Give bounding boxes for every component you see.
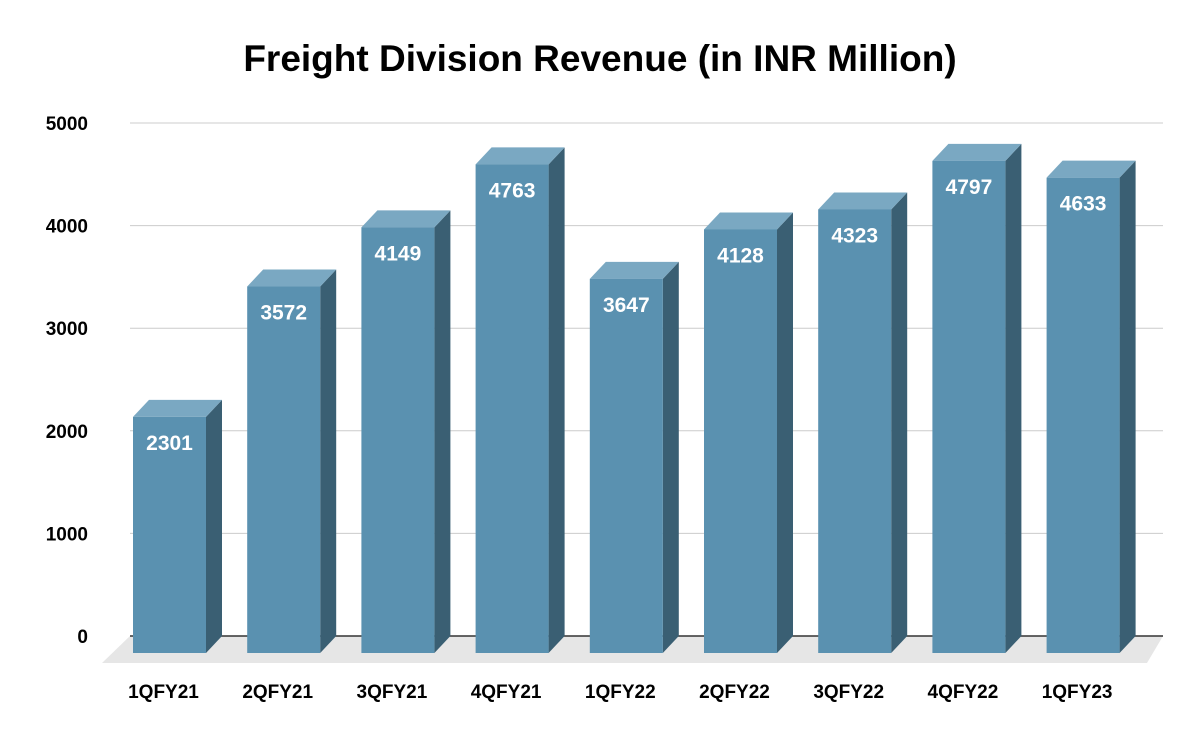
data-label: 3572 [260, 302, 307, 325]
bar-top [932, 143, 1022, 161]
bar-side [206, 399, 222, 653]
bar-top [247, 269, 337, 287]
bar-top [589, 261, 679, 279]
bar [475, 164, 549, 653]
chart-title: Freight Division Revenue (in INR Million… [243, 38, 957, 79]
bar-side [1119, 160, 1136, 653]
data-label: 4128 [717, 244, 764, 267]
bar-side [662, 261, 679, 653]
bar [1046, 177, 1120, 653]
x-tick-label: 3QFY22 [813, 682, 884, 703]
bar [932, 160, 1006, 653]
bar [818, 209, 892, 653]
y-tick-label: 3000 [46, 319, 88, 340]
data-label: 4323 [831, 224, 878, 247]
bar [133, 416, 206, 653]
bar-top [1046, 160, 1136, 178]
data-label: 2301 [146, 432, 193, 455]
bars: 2301 3572 4149 4763 3647 4128 4323 4797 4633 [133, 143, 1136, 653]
data-label: 4797 [946, 176, 993, 199]
bar-group: 2301 [133, 399, 222, 653]
bar-top [133, 399, 222, 417]
bar-group: 4149 [361, 210, 451, 653]
bar-group: 3572 [247, 269, 337, 653]
bar-top [704, 212, 793, 230]
bar [361, 227, 435, 653]
y-tick-label: 0 [77, 627, 88, 648]
x-tick-label: 3QFY21 [357, 682, 428, 703]
bar-top [475, 147, 565, 165]
bar-side [777, 212, 793, 653]
y-axis-ticks: 0 1000 2000 3000 4000 5000 [46, 114, 88, 648]
y-tick-label: 4000 [46, 217, 88, 238]
bar [589, 278, 663, 653]
bar-group: 4323 [818, 192, 908, 653]
bar-side [434, 210, 451, 653]
bar [247, 286, 321, 653]
x-tick-label: 2QFY22 [699, 682, 770, 703]
data-label: 4633 [1060, 193, 1107, 216]
data-label: 3647 [603, 294, 650, 317]
x-tick-label: 4QFY21 [471, 682, 542, 703]
x-tick-label: 4QFY22 [928, 682, 999, 703]
x-tick-label: 1QFY22 [585, 682, 656, 703]
data-label: 4149 [375, 242, 422, 265]
y-tick-label: 5000 [46, 114, 88, 135]
bar-group: 4763 [475, 147, 565, 653]
y-tick-label: 2000 [46, 422, 88, 443]
x-tick-label: 2QFY21 [242, 682, 313, 703]
y-tick-label: 1000 [46, 524, 88, 545]
bar-side [320, 269, 337, 653]
bar-side [891, 192, 908, 653]
x-tick-label: 1QFY21 [128, 682, 199, 703]
bar-group: 4633 [1046, 160, 1136, 653]
bar-side [548, 147, 565, 653]
x-tick-label: 1QFY23 [1042, 682, 1113, 703]
bar-top [361, 210, 451, 228]
bar [704, 229, 777, 653]
bar-group: 4128 [704, 212, 793, 653]
bar-side [1005, 143, 1022, 653]
bar-top [818, 192, 908, 210]
bar-group: 3647 [589, 261, 679, 653]
bar-group: 4797 [932, 143, 1022, 653]
data-label: 4763 [489, 179, 536, 202]
x-axis-labels: 1QFY21 2QFY21 3QFY21 4QFY21 1QFY22 2QFY22 3QFY… [128, 682, 1112, 703]
